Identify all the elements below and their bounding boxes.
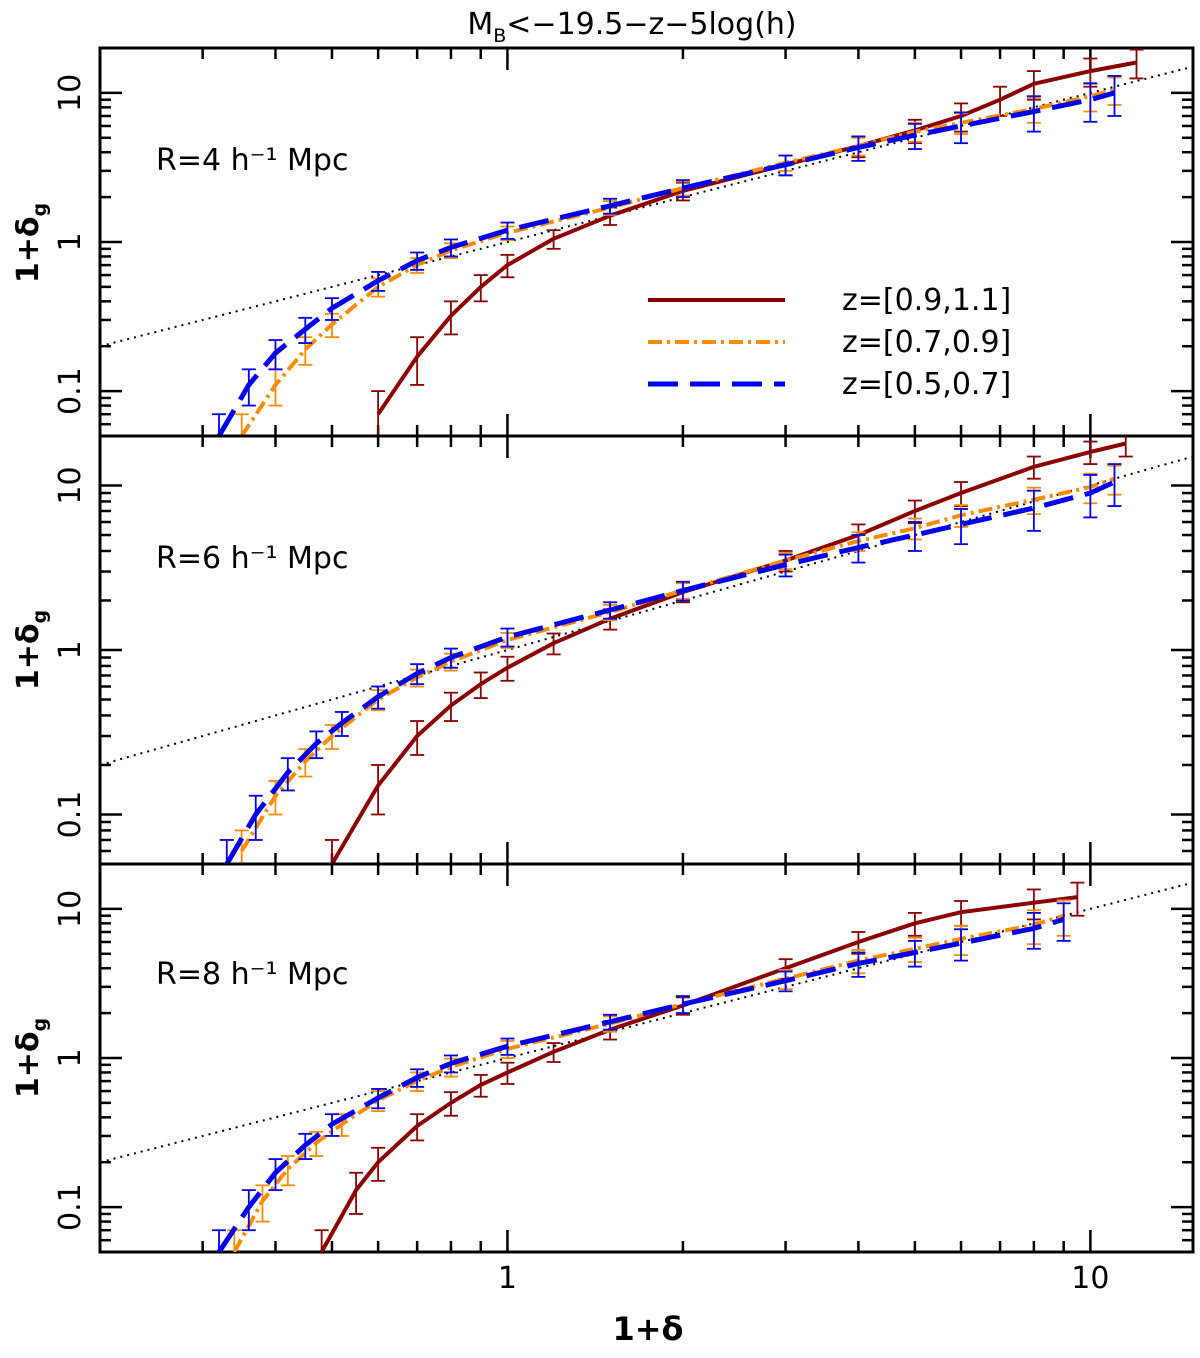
y-axis-label-3-main: 1+δ [11, 1031, 46, 1098]
panel-plot-area [100, 436, 1193, 864]
panel-label-3: R=8 h⁻¹ Mpc [156, 957, 348, 992]
figure-title-main: M [467, 7, 493, 42]
y-tick-label: 10 [53, 890, 88, 928]
x-tick-label: 10 [1071, 1261, 1109, 1296]
panel-1: 0.1 1 10 [53, 46, 1195, 438]
y-tick-label: 10 [53, 74, 88, 112]
panel-frame [98, 862, 1195, 1254]
series-line-z07_09 [232, 913, 1065, 1252]
series-line-z05_07 [216, 917, 1065, 1252]
panel-frame [98, 434, 1195, 866]
y-axis-label-3-sub: g [29, 1018, 51, 1032]
series-line-z05_07 [216, 90, 1116, 436]
y-axis-label-1-main: 1+δ [11, 216, 46, 283]
panel-frame [98, 46, 1195, 438]
reference-line [100, 455, 1193, 766]
y-axis-label-1-sub: g [29, 203, 51, 217]
series-line-z05_07 [224, 479, 1116, 864]
y-axis-label-1: 1+δg [11, 203, 51, 283]
y-tick-label: 1 [53, 640, 88, 659]
panel-2: 0.1 1 10 [53, 434, 1195, 866]
figure-title-sub: B [493, 25, 506, 47]
y-tick-label: 0.1 [53, 791, 88, 839]
y-axis-label-2-main: 1+δ [11, 623, 46, 690]
panel-label-1: R=4 h⁻¹ Mpc [156, 143, 348, 178]
series-line-z07_09 [239, 476, 1116, 853]
panel-plot-area [100, 48, 1193, 436]
legend-label-z09-11: z=[0.9,1.1] [842, 283, 1011, 318]
figure-title-rest: <−19.5−z−5log(h) [506, 7, 796, 42]
legend-label-z07-09: z=[0.7,0.9] [842, 325, 1011, 360]
legend: z=[0.9,1.1] z=[0.7,0.9] z=[0.5,0.7] [648, 283, 1011, 402]
figure-title: MB<−19.5−z−5log(h) [467, 7, 796, 47]
y-axis-label-2-sub: g [29, 610, 51, 624]
y-tick-label: 1 [53, 1048, 88, 1067]
series-line-z09_11 [319, 895, 1078, 1252]
y-tick-label: 1 [53, 232, 88, 251]
y-axis-label-3: 1+δg [11, 1018, 51, 1098]
y-tick-label: 0.1 [53, 1183, 88, 1231]
x-tick-label: 1 [498, 1261, 517, 1296]
x-axis-label: 1+δ [612, 1310, 683, 1348]
y-tick-label: 0.1 [53, 367, 88, 415]
series-line-z09_11 [330, 441, 1127, 864]
panel-3: 0.1 1 10 1 10 [53, 862, 1195, 1296]
reference-line [100, 881, 1193, 1164]
panel-label-2: R=6 h⁻¹ Mpc [156, 541, 348, 576]
y-axis-label-2: 1+δg [11, 610, 51, 690]
reference-line [100, 65, 1193, 348]
legend-label-z05-07: z=[0.5,0.7] [842, 367, 1011, 402]
y-tick-label: 10 [53, 466, 88, 504]
panel-plot-area [100, 881, 1193, 1252]
